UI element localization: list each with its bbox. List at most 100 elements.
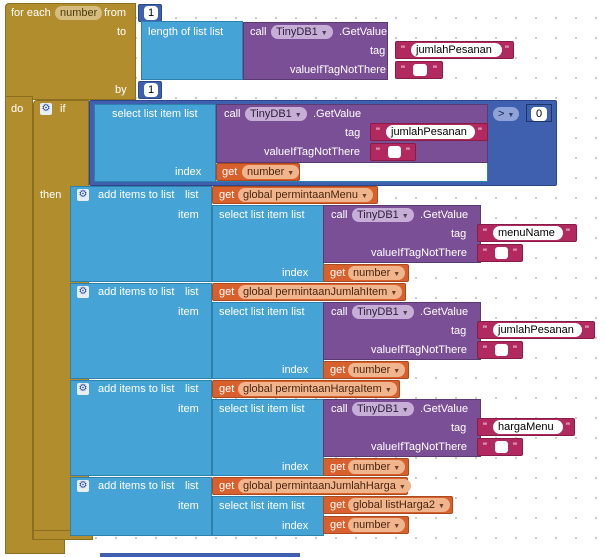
method-label: .GetValue xyxy=(420,403,469,415)
tag-label: tag xyxy=(345,127,361,139)
tag-label: tag xyxy=(451,228,467,240)
select-list-item-block[interactable] xyxy=(212,302,324,379)
select-list-item-block[interactable] xyxy=(212,205,324,282)
for-each-footer xyxy=(5,540,65,554)
item-label: item xyxy=(178,403,199,415)
default-text-field[interactable] xyxy=(495,344,508,356)
get-label: get xyxy=(222,166,238,178)
dropdown-arrow-icon: ▼ xyxy=(294,112,302,119)
close-quote: " xyxy=(433,64,437,76)
variable-dropdown[interactable]: global permintaanJumlahHarga ▼ xyxy=(238,479,411,493)
gear-icon[interactable]: ⚙ xyxy=(77,383,89,395)
method-label: .GetValue xyxy=(420,306,469,318)
loop-variable-field[interactable]: number xyxy=(55,6,103,20)
call-label: call xyxy=(331,403,348,415)
list-label: list xyxy=(185,383,199,395)
tag-label: tag xyxy=(451,422,467,434)
if-label: if xyxy=(60,103,66,115)
dropdown-arrow-icon: ▼ xyxy=(401,407,409,414)
default-label: valueIfTagNotThere xyxy=(371,247,467,259)
tag-text-field[interactable]: jumlahPesanan xyxy=(386,125,475,139)
component-dropdown[interactable]: TinyDB1 ▼ xyxy=(352,402,414,416)
call-label: call xyxy=(331,209,348,221)
get-label: get xyxy=(330,499,346,511)
add-items-to-list-block[interactable] xyxy=(70,283,212,379)
method-label: .GetValue xyxy=(339,26,388,38)
default-text-field[interactable] xyxy=(495,441,508,453)
variable-dropdown[interactable]: global permintaanHargaItem ▼ xyxy=(238,382,397,396)
index-label: index xyxy=(282,364,309,376)
get-label: get xyxy=(219,480,235,492)
get-label: get xyxy=(330,461,346,473)
variable-dropdown[interactable]: number ▼ xyxy=(242,165,300,179)
call-label: call xyxy=(224,108,241,120)
dropdown-arrow-icon: ▼ xyxy=(390,290,398,297)
item-label: item xyxy=(178,209,199,221)
variable-dropdown[interactable]: number ▼ xyxy=(348,518,406,532)
open-quote: " xyxy=(483,227,487,239)
component-dropdown[interactable]: TinyDB1 ▼ xyxy=(271,25,333,39)
dropdown-arrow-icon: ▼ xyxy=(393,465,401,472)
gear-icon[interactable]: ⚙ xyxy=(77,480,89,492)
close-quote: " xyxy=(513,247,517,259)
open-quote: " xyxy=(483,247,487,259)
gear-icon[interactable]: ⚙ xyxy=(77,286,89,298)
compare-operator-dropdown[interactable]: > ▼ xyxy=(493,107,520,121)
dropdown-arrow-icon: ▼ xyxy=(437,503,445,510)
open-quote: " xyxy=(483,344,487,356)
close-quote: " xyxy=(566,227,570,239)
default-text-field[interactable] xyxy=(413,64,427,76)
component-dropdown[interactable]: TinyDB1 ▼ xyxy=(352,305,414,319)
length-of-list-block[interactable] xyxy=(141,21,243,80)
compare-number-field[interactable]: 0 xyxy=(531,107,547,121)
dropdown-arrow-icon: ▼ xyxy=(393,523,401,530)
default-text-field[interactable] xyxy=(388,146,401,158)
variable-dropdown[interactable]: number ▼ xyxy=(348,460,406,474)
gear-icon[interactable]: ⚙ xyxy=(77,189,89,201)
tag-label: tag xyxy=(451,325,467,337)
for-each-do-spine xyxy=(5,96,33,553)
close-quote: " xyxy=(478,126,482,138)
add-items-label: add items to list xyxy=(98,286,175,298)
gear-icon[interactable]: ⚙ xyxy=(40,103,52,115)
variable-dropdown[interactable]: global permintaanMenu ▼ xyxy=(238,188,373,202)
length-of-list-label: length of list list xyxy=(148,26,224,38)
tag-text-field[interactable]: hargaMenu xyxy=(493,420,563,434)
dropdown-arrow-icon: ▼ xyxy=(401,310,409,317)
variable-dropdown[interactable]: number ▼ xyxy=(348,363,406,377)
dropdown-arrow-icon: ▼ xyxy=(360,193,368,200)
component-dropdown[interactable]: TinyDB1 ▼ xyxy=(245,107,307,121)
add-items-label: add items to list xyxy=(98,383,175,395)
default-label: valueIfTagNotThere xyxy=(371,441,467,453)
add-items-label: add items to list xyxy=(98,480,175,492)
default-text-field[interactable] xyxy=(495,247,508,259)
index-label: index xyxy=(282,520,309,532)
add-items-to-list-block[interactable] xyxy=(70,477,212,536)
then-label: then xyxy=(40,189,62,201)
component-dropdown[interactable]: TinyDB1 ▼ xyxy=(352,208,414,222)
open-quote: " xyxy=(376,126,380,138)
open-quote: " xyxy=(483,441,487,453)
add-items-to-list-block[interactable] xyxy=(70,380,212,476)
item-label: item xyxy=(178,500,199,512)
do-label: do xyxy=(11,103,24,115)
dropdown-arrow-icon: ▼ xyxy=(507,112,515,119)
by-number-field[interactable]: 1 xyxy=(144,83,158,97)
add-items-to-list-block[interactable] xyxy=(70,186,212,282)
select-list-item-label: select list item list xyxy=(219,306,305,318)
tag-text-field[interactable]: jumlahPesanan xyxy=(493,323,582,337)
select-list-item-block[interactable] xyxy=(212,399,324,476)
variable-dropdown[interactable]: global listHarga2 ▼ xyxy=(348,498,450,512)
close-quote: " xyxy=(505,44,509,56)
get-label: get xyxy=(219,286,235,298)
variable-dropdown[interactable]: global permintaanJumlahItem ▼ xyxy=(238,285,403,299)
close-quote: " xyxy=(585,324,589,336)
from-number-field[interactable]: 1 xyxy=(144,6,158,20)
select-list-item-block[interactable] xyxy=(212,496,324,536)
variable-dropdown[interactable]: number ▼ xyxy=(348,266,406,280)
tag-text-field[interactable]: menuName xyxy=(493,226,563,240)
list-label: list xyxy=(185,480,199,492)
tag-text-field[interactable]: jumlahPesanan xyxy=(411,43,502,57)
dropdown-arrow-icon: ▼ xyxy=(393,368,401,375)
dropdown-arrow-icon: ▼ xyxy=(287,170,295,177)
